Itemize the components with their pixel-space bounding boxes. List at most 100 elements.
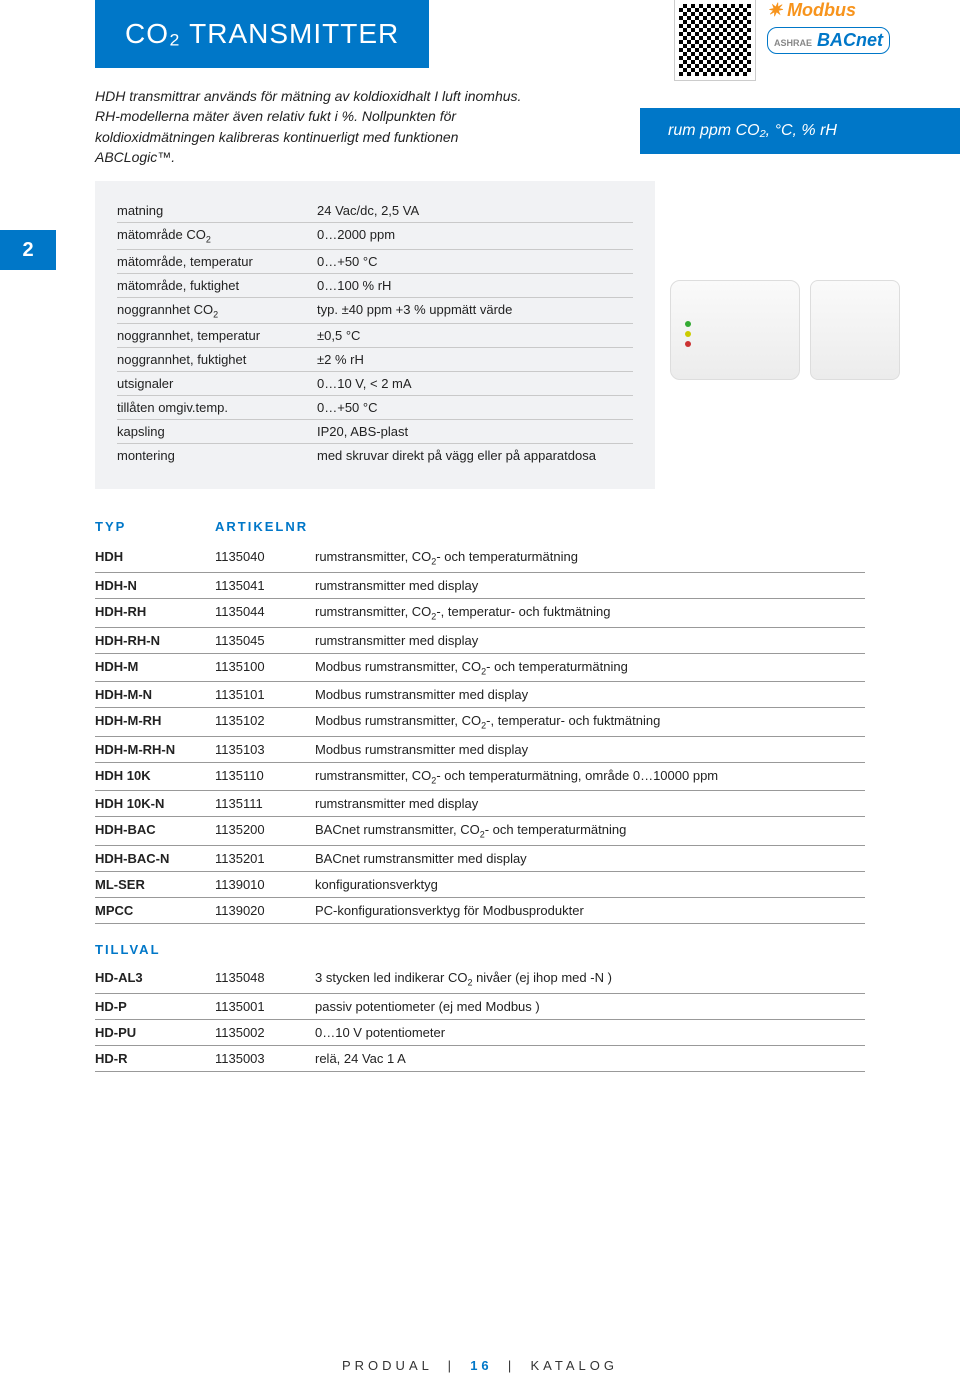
spec-label: matning bbox=[117, 203, 317, 218]
table-row: HDH 10K1135110rumstransmitter, CO2- och … bbox=[95, 763, 865, 792]
cell-art: 1135110 bbox=[215, 768, 315, 786]
footer-page: 16 bbox=[470, 1358, 492, 1373]
cell-typ: HDH-M-RH-N bbox=[95, 742, 215, 757]
spec-label: kapsling bbox=[117, 424, 317, 439]
table-row: HDH1135040rumstransmitter, CO2- och temp… bbox=[95, 544, 865, 573]
table-row: HDH-M-N1135101Modbus rumstransmitter med… bbox=[95, 682, 865, 708]
table-row: HD-R1135003relä, 24 Vac 1 A bbox=[95, 1046, 865, 1072]
table-row: HD-P1135001passiv potentiometer (ej med … bbox=[95, 994, 865, 1020]
cell-typ: MPCC bbox=[95, 903, 215, 918]
cell-art: 1135102 bbox=[215, 713, 315, 731]
cell-desc: 0…10 V potentiometer bbox=[315, 1025, 865, 1040]
header-logos: Modbus ASHRAE BACnet bbox=[675, 0, 890, 80]
cell-art: 1135048 bbox=[215, 970, 315, 988]
cell-art: 1135002 bbox=[215, 1025, 315, 1040]
spec-label: noggrannhet, fuktighet bbox=[117, 352, 317, 367]
table-row: HD-PU11350020…10 V potentiometer bbox=[95, 1020, 865, 1046]
footer-section: KATALOG bbox=[531, 1358, 618, 1373]
cell-desc: relä, 24 Vac 1 A bbox=[315, 1051, 865, 1066]
cell-desc: rumstransmitter, CO2- och temperaturmätn… bbox=[315, 768, 865, 786]
table-row: HDH 10K-N1135111rumstransmitter med disp… bbox=[95, 791, 865, 817]
cell-desc: 3 stycken led indikerar CO2 nivåer (ej i… bbox=[315, 970, 865, 988]
cell-desc: BACnet rumstransmitter, CO2- och tempera… bbox=[315, 822, 865, 840]
cell-art: 1135044 bbox=[215, 604, 315, 622]
spec-label: utsignaler bbox=[117, 376, 317, 391]
col-artikelnr: ARTIKELNR bbox=[215, 519, 315, 534]
cell-desc: BACnet rumstransmitter med display bbox=[315, 851, 865, 866]
spec-value: 0…+50 °C bbox=[317, 254, 633, 269]
spec-row: utsignaler0…10 V, < 2 mA bbox=[117, 372, 633, 396]
cell-typ: ML-SER bbox=[95, 877, 215, 892]
spec-row: kapslingIP20, ABS-plast bbox=[117, 420, 633, 444]
table-row: HDH-BAC-N1135201BACnet rumstransmitter m… bbox=[95, 846, 865, 872]
spec-row: noggrannhet, temperatur±0,5 °C bbox=[117, 324, 633, 348]
cell-art: 1135045 bbox=[215, 633, 315, 648]
spec-row: noggrannhet CO2typ. ±40 ppm +3 % uppmätt… bbox=[117, 298, 633, 325]
spec-value: 0…100 % rH bbox=[317, 278, 633, 293]
cell-art: 1135201 bbox=[215, 851, 315, 866]
spec-label: mätområde, temperatur bbox=[117, 254, 317, 269]
tillval-label: TILLVAL bbox=[95, 942, 865, 957]
cell-desc: rumstransmitter med display bbox=[315, 633, 865, 648]
cell-typ: HDH-RH bbox=[95, 604, 215, 622]
spec-row: monteringmed skruvar direkt på vägg elle… bbox=[117, 444, 633, 467]
cell-art: 1135100 bbox=[215, 659, 315, 677]
cell-art: 1135041 bbox=[215, 578, 315, 593]
spec-value: 0…+50 °C bbox=[317, 400, 633, 415]
spec-value: 0…2000 ppm bbox=[317, 227, 633, 245]
cell-typ: HDH 10K bbox=[95, 768, 215, 786]
col-typ: TYP bbox=[95, 519, 215, 534]
cell-typ: HDH 10K-N bbox=[95, 796, 215, 811]
spec-label: noggrannhet, temperatur bbox=[117, 328, 317, 343]
bacnet-logo: ASHRAE BACnet bbox=[767, 27, 890, 54]
cell-typ: HDH-BAC bbox=[95, 822, 215, 840]
cell-art: 1135101 bbox=[215, 687, 315, 702]
cell-art: 1135003 bbox=[215, 1051, 315, 1066]
spec-table: matning24 Vac/dc, 2,5 VAmätområde CO20…2… bbox=[95, 181, 655, 489]
cell-desc: rumstransmitter med display bbox=[315, 578, 865, 593]
spec-row: mätområde, temperatur0…+50 °C bbox=[117, 250, 633, 274]
cell-typ: HD-P bbox=[95, 999, 215, 1014]
cell-desc: konfigurationsverktyg bbox=[315, 877, 865, 892]
cell-desc: Modbus rumstransmitter, CO2- och tempera… bbox=[315, 659, 865, 677]
spec-value: med skruvar direkt på vägg eller på appa… bbox=[317, 448, 633, 463]
cell-art: 1135001 bbox=[215, 999, 315, 1014]
spec-label: tillåten omgiv.temp. bbox=[117, 400, 317, 415]
page-tab: 2 bbox=[0, 230, 56, 270]
table-row: ML-SER1139010konfigurationsverktyg bbox=[95, 872, 865, 898]
cell-typ: HD-R bbox=[95, 1051, 215, 1066]
cell-typ: HDH-M-N bbox=[95, 687, 215, 702]
table-row: HDH-M-RH-N1135103Modbus rumstransmitter … bbox=[95, 737, 865, 763]
cell-typ: HDH-N bbox=[95, 578, 215, 593]
cell-typ: HDH-M-RH bbox=[95, 713, 215, 731]
spec-row: mätområde CO20…2000 ppm bbox=[117, 223, 633, 250]
cell-desc: rumstransmitter, CO2-, temperatur- och f… bbox=[315, 604, 865, 622]
spec-value: IP20, ABS-plast bbox=[317, 424, 633, 439]
bacnet-prefix: ASHRAE bbox=[774, 38, 812, 48]
cell-art: 1139010 bbox=[215, 877, 315, 892]
table-row: MPCC1139020PC-konfigurationsverktyg för … bbox=[95, 898, 865, 924]
cell-typ: HDH bbox=[95, 549, 215, 567]
bacnet-text: BACnet bbox=[817, 30, 883, 50]
spec-row: mätområde, fuktighet0…100 % rH bbox=[117, 274, 633, 298]
cell-desc: Modbus rumstransmitter med display bbox=[315, 742, 865, 757]
table-row: HDH-M1135100Modbus rumstransmitter, CO2-… bbox=[95, 654, 865, 683]
side-tag: rum ppm CO₂, °C, % rH bbox=[640, 108, 960, 154]
footer: PRODUAL | 16 | KATALOG bbox=[0, 1358, 960, 1373]
cell-desc: PC-konfigurationsverktyg för Modbusprodu… bbox=[315, 903, 865, 918]
table-row: HDH-M-RH1135102Modbus rumstransmitter, C… bbox=[95, 708, 865, 737]
cell-typ: HDH-BAC-N bbox=[95, 851, 215, 866]
footer-brand: PRODUAL bbox=[342, 1358, 432, 1373]
spec-label: noggrannhet CO2 bbox=[117, 302, 317, 320]
spec-value: typ. ±40 ppm +3 % uppmätt värde bbox=[317, 302, 633, 320]
qr-code-icon bbox=[675, 0, 755, 80]
cell-desc: rumstransmitter med display bbox=[315, 796, 865, 811]
table-row: HDH-RH1135044rumstransmitter, CO2-, temp… bbox=[95, 599, 865, 628]
table-row: HDH-N1135041rumstransmitter med display bbox=[95, 573, 865, 599]
spec-label: mätområde CO2 bbox=[117, 227, 317, 245]
device-side bbox=[810, 280, 900, 380]
spec-label: mätområde, fuktighet bbox=[117, 278, 317, 293]
cell-art: 1135200 bbox=[215, 822, 315, 840]
cell-art: 1135103 bbox=[215, 742, 315, 757]
table-row: HD-AL311350483 stycken led indikerar CO2… bbox=[95, 965, 865, 994]
